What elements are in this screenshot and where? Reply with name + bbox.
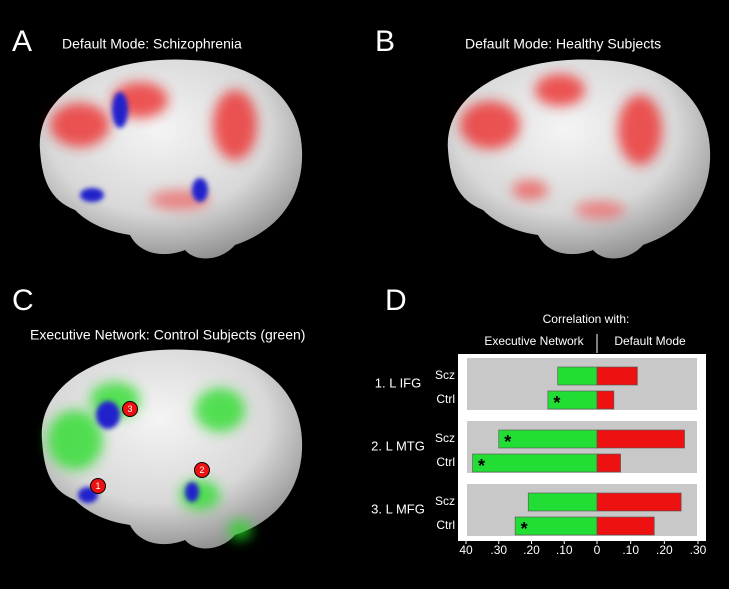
group-label: Ctrl: [436, 392, 455, 406]
region-marker-label: 1: [95, 481, 100, 491]
panel-title: Default Mode: Healthy Subjects: [465, 36, 661, 52]
region-marker-label: 3: [127, 404, 132, 414]
chart: Correlation with: Executive Network Defaul…: [371, 312, 707, 557]
x-tick-label: .20: [656, 543, 673, 557]
bar: [596, 366, 638, 386]
category-label: 2. L MTG: [371, 438, 425, 453]
bar: [596, 453, 621, 473]
category-label: 1. L IFG: [375, 375, 421, 390]
group-label: Scz: [435, 431, 455, 445]
legend-label: Executive Network: [484, 334, 584, 348]
panel-title: Executive Network: Control Subjects (gre…: [30, 327, 305, 343]
x-tick-label: .20: [523, 543, 540, 557]
category-label: 3. L MFG: [371, 501, 425, 516]
x-tick-label: .10: [622, 543, 639, 557]
bar: [472, 453, 598, 473]
group-label: Ctrl: [436, 518, 455, 532]
brain-b: [447, 59, 711, 259]
bar: [596, 516, 655, 536]
significance-marker: *: [521, 519, 528, 539]
bar: [596, 390, 615, 410]
group-label: Ctrl: [436, 455, 455, 469]
region-marker: [194, 462, 210, 478]
significance-marker: *: [504, 432, 511, 452]
panel-letter: A: [12, 25, 32, 58]
bar: [596, 429, 685, 449]
significance-marker: *: [478, 456, 485, 476]
panel-letter: B: [375, 25, 395, 58]
panel-title: Default Mode: Schizophrenia: [62, 36, 242, 52]
significance-marker: *: [553, 393, 560, 413]
region-marker: [90, 478, 106, 494]
region-marker-label: 2: [199, 465, 204, 475]
panel-letter: D: [385, 284, 407, 317]
x-tick-label: .30: [490, 543, 507, 557]
x-tick-label: 0: [594, 543, 601, 557]
group-label: Scz: [435, 494, 455, 508]
x-tick-label: 40: [459, 543, 473, 557]
legend-label: Default Mode: [614, 334, 686, 348]
brain-a: [39, 59, 303, 259]
group-label: Scz: [435, 368, 455, 382]
bar: [596, 492, 682, 512]
panel-letter: C: [12, 284, 34, 317]
x-tick-label: .30: [690, 543, 707, 557]
bar: [498, 429, 598, 449]
x-tick-label: .10: [556, 543, 573, 557]
bar: [527, 492, 598, 512]
region-markers: 1 2 3: [90, 401, 210, 494]
x-axis-title: Correlation with:: [543, 312, 630, 326]
bar: [557, 366, 598, 386]
region-marker: [122, 401, 138, 417]
